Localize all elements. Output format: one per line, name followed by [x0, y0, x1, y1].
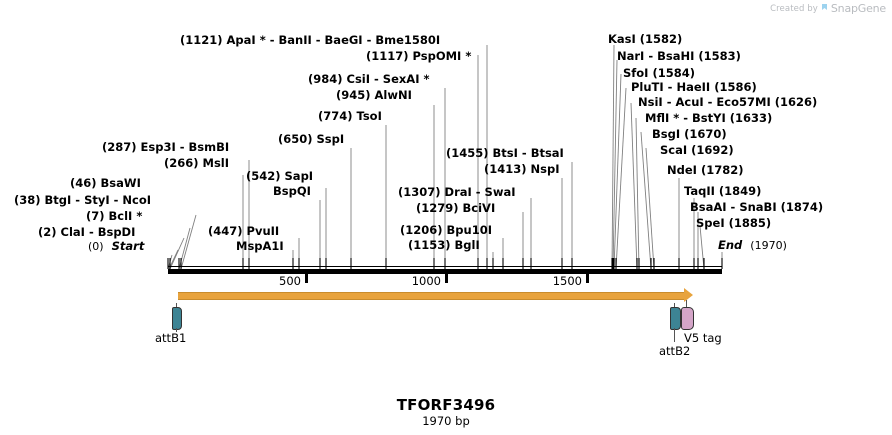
enzyme-label-2[interactable]: (2) ClaI - BspDI	[38, 225, 136, 239]
snapgene-flag-icon	[821, 4, 828, 15]
enzyme-label-447[interactable]: (447) PvuII	[208, 224, 280, 238]
sequence-length-label: 1970 bp	[422, 414, 470, 428]
v5tag-feature-box[interactable]	[681, 307, 694, 330]
enzyme-label-1885[interactable]: SpeI (1885)	[696, 216, 772, 230]
page-title: TFORF3496	[396, 396, 496, 414]
enzyme-label-1117[interactable]: (1117) PspOMI *	[366, 49, 472, 63]
enzyme-label-1692[interactable]: ScaI (1692)	[660, 143, 734, 157]
snapgene-watermark: Created by SnapGene	[770, 2, 886, 15]
enzyme-label-542[interactable]: (542) SapI	[246, 169, 314, 183]
enzyme-label-1455[interactable]: (1455) BtsI - BtsaI	[446, 146, 564, 160]
enzyme-label-774[interactable]: (774) TsoI	[318, 109, 382, 123]
enzyme-label-1584[interactable]: SfoI (1584)	[623, 66, 695, 80]
enzyme-label-1121[interactable]: (1121) ApaI * - BanII - BaeGI - Bme1580I	[180, 33, 441, 47]
v5tag-label: V5 tag	[684, 331, 722, 345]
enzyme-label-1582[interactable]: KasI (1582)	[608, 32, 683, 46]
ruler-tick-500	[305, 274, 308, 283]
enzyme-label-1413[interactable]: (1413) NspI	[484, 162, 560, 176]
enzyme-label-1206[interactable]: (1206) Bpu10I	[400, 223, 492, 237]
attb1-stem	[176, 303, 177, 309]
attb1-label: attB1	[155, 331, 187, 345]
enzyme-label-266[interactable]: (266) MslI	[164, 156, 230, 170]
attb1-feature-box[interactable]	[172, 307, 182, 330]
enzyme-label-945[interactable]: (945) AlwNI	[336, 88, 412, 102]
enzyme-label-1849[interactable]: TaqII (1849)	[684, 184, 762, 198]
ruler-tick-1500	[586, 274, 589, 283]
enzyme-label-1279[interactable]: (1279) BciVI	[416, 201, 496, 215]
enzyme-label-1626[interactable]: NsiI - AcuI - Eco57MI (1626)	[638, 95, 818, 109]
end-marker-position: (1970)	[750, 239, 787, 252]
enzyme-label-287[interactable]: (287) Esp3I - BsmBI	[102, 140, 230, 154]
enzyme-label-0-start[interactable]: (0) Start	[88, 239, 145, 253]
attb2-feature-box[interactable]	[670, 307, 681, 330]
enzyme-label-1307[interactable]: (1307) DraI - SwaI	[398, 185, 516, 199]
ruler-label-1000: 1000	[411, 274, 441, 288]
orf-arrow-body[interactable]	[178, 292, 684, 300]
v5tag-stem	[686, 300, 687, 308]
watermark-prefix: Created by	[770, 3, 818, 14]
attb2-leader	[674, 328, 675, 342]
sequence-backbone[interactable]	[168, 269, 722, 274]
watermark-brand: SnapGene	[830, 2, 886, 15]
enzyme-label-7[interactable]: (7) BclI *	[86, 209, 143, 223]
enzyme-label-1874[interactable]: BsaAI - SnaBI (1874)	[690, 200, 824, 214]
enzyme-label-650[interactable]: (650) SspI	[278, 132, 345, 146]
enzyme-label-1583[interactable]: NarI - BsaHI (1583)	[617, 49, 741, 63]
ruler-label-500: 500	[279, 274, 301, 288]
enzyme-label-38[interactable]: (38) BtgI - StyI - NcoI	[14, 193, 152, 207]
attb2-stem	[674, 303, 675, 309]
attb1-leader	[176, 328, 177, 332]
enzyme-label-1586[interactable]: PluTI - HaeII (1586)	[631, 80, 757, 94]
enzyme-label-984[interactable]: (984) CsiI - SexAI *	[308, 72, 430, 86]
end-marker-label: End	[718, 238, 743, 252]
enzyme-label-46[interactable]: (46) BsaWI	[70, 176, 141, 190]
orf-arrow-head	[684, 288, 693, 302]
enzyme-label-447-mspa1i[interactable]: MspA1I	[236, 239, 284, 253]
ruler-tick-1000	[445, 274, 448, 283]
attb2-label: attB2	[659, 344, 691, 358]
sequence-backbone-hairline	[168, 266, 722, 267]
enzyme-label-1670[interactable]: BsgI (1670)	[652, 127, 727, 141]
enzyme-label-1782[interactable]: NdeI (1782)	[667, 163, 744, 177]
start-marker-label: Start	[111, 239, 145, 253]
enzyme-label-1633[interactable]: MflI * - BstYI (1633)	[645, 111, 773, 125]
enzyme-label-1153[interactable]: (1153) BglI	[408, 238, 480, 252]
ruler-label-1500: 1500	[552, 274, 582, 288]
enzyme-label-542-bspqi[interactable]: BspQI	[273, 184, 311, 198]
enzyme-label-1970-end[interactable]: End (1970)	[718, 239, 787, 252]
